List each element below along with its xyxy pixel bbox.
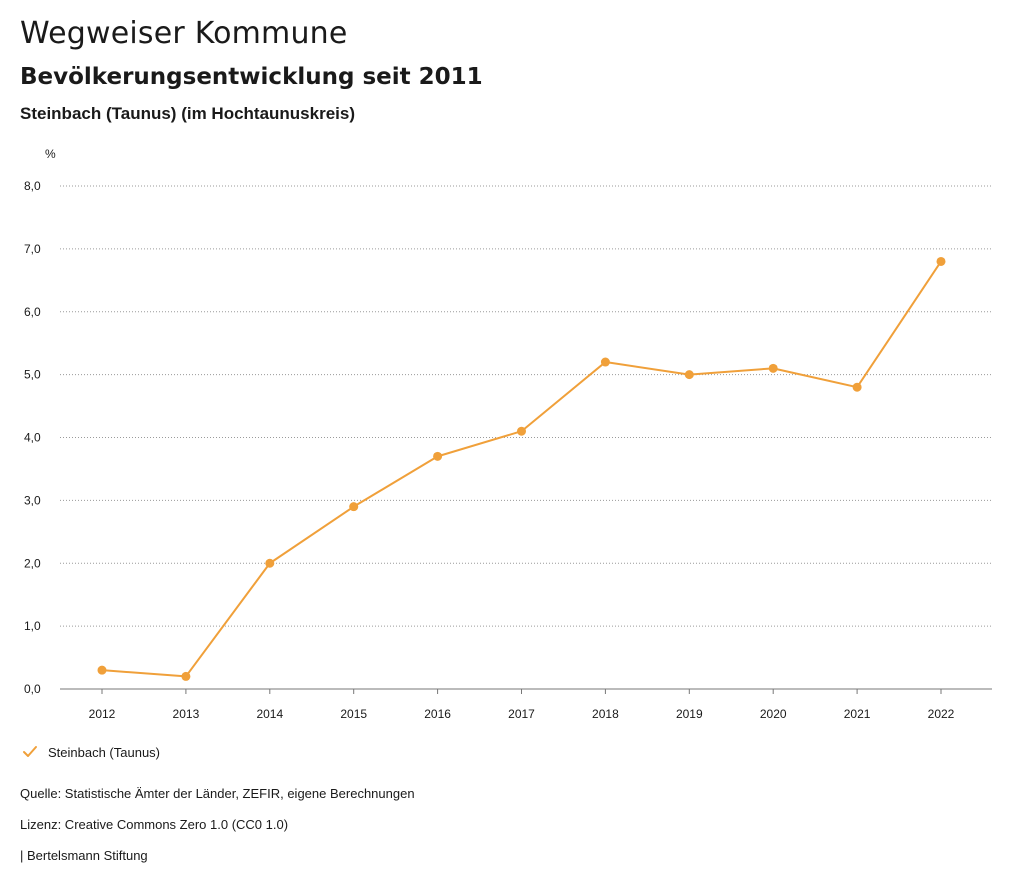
x-tick-label: 2016 [424,707,451,721]
x-tick-label: 2015 [340,707,367,721]
x-axis: 2012 2013 2014 2015 2016 2017 2018 2019 2020 2021… [89,689,955,721]
license-note: Lizenz: Creative Commons Zero 1.0 (CC0 1… [20,817,289,832]
data-point [433,451,443,461]
legend[interactable]: Steinbach (Taunus) [22,744,160,760]
x-tick-label: 2021 [844,707,871,721]
data-point [265,558,275,568]
y-tick-label: 5,0 [24,368,41,382]
x-tick-label: 2013 [173,707,200,721]
y-tick-label: 0,0 [24,682,41,696]
page-title: Wegweiser Kommune [20,16,348,51]
y-tick-label: 4,0 [24,431,41,445]
x-tick-label: 2014 [256,707,283,721]
y-tick-label: 2,0 [24,556,41,570]
x-tick-label: 2020 [760,707,787,721]
y-tick-label: 3,0 [24,493,41,507]
data-point [517,426,526,436]
data-point [181,671,191,681]
data-point [97,665,107,675]
data-point [600,357,610,367]
y-axis-unit-label: % [45,147,56,161]
x-tick-label: 2017 [508,707,535,721]
chart-subtitle: Bevölkerungsentwicklung seit 2011 [20,64,483,90]
legend-label: Steinbach (Taunus) [48,744,161,760]
y-tick-label: 8,0 [24,179,41,193]
data-point [684,370,694,380]
grid-lines [60,185,992,690]
data-point [936,256,946,266]
y-tick-label: 1,0 [24,619,41,633]
series-line [101,260,942,678]
y-axis: % 0,0 1,0 2,0 3,0 4,0 5,0 6,0 7,0 8,0 [24,147,56,696]
x-tick-label: 2019 [676,707,703,721]
y-tick-label: 7,0 [24,242,41,256]
x-tick-label: 2012 [89,707,116,721]
publisher-note: | Bertelsmann Stiftung [20,848,148,863]
source-note: Quelle: Statistische Ämter der Länder, Z… [20,786,415,801]
x-tick-label: 2018 [592,707,619,721]
series-steinbach [97,256,946,681]
y-tick-label: 6,0 [24,305,41,319]
data-point [349,502,359,512]
region-label: Steinbach (Taunus) (im Hochtaunuskreis) [20,104,356,123]
data-point [768,363,778,373]
line-chart: %0,01,02,03,04,05,06,07,08,0 2012 2013 201… [24,147,992,721]
checkmark-icon [23,746,37,757]
data-point [852,382,862,392]
x-tick-label: 2022 [928,707,955,721]
